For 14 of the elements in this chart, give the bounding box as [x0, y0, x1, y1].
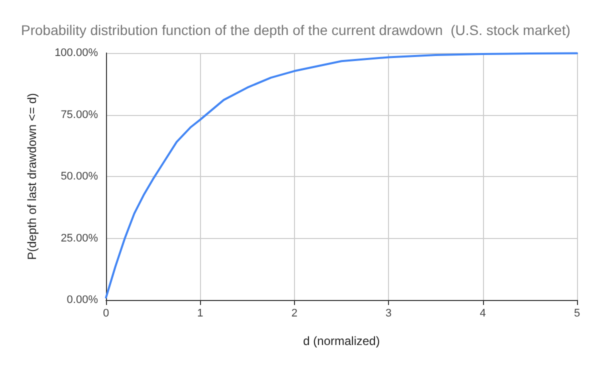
x-tick-label: 1 [197, 308, 204, 320]
x-tick-label: 0 [102, 308, 110, 320]
y-tick-label: 100.00% [54, 47, 98, 59]
y-tick-label: 50.00% [60, 170, 98, 182]
x-tick-label: 3 [386, 308, 392, 320]
y-tick-label: 75.00% [60, 108, 98, 121]
y-tick-label: 0.00% [66, 294, 98, 306]
x-tick-label: 2 [291, 308, 298, 320]
x-tick-label: 4 [480, 308, 486, 320]
y-tick-label: 25.00% [60, 232, 98, 244]
chart-title: Probability distribution function of the depth of the current drawdown (U.S. stock market) [21, 22, 570, 38]
x-axis-title: d (normalized) [303, 334, 380, 348]
x-tick-label: 5 [574, 308, 580, 320]
y-axis-title: P(depth of last drawdown <= d) [25, 93, 39, 260]
